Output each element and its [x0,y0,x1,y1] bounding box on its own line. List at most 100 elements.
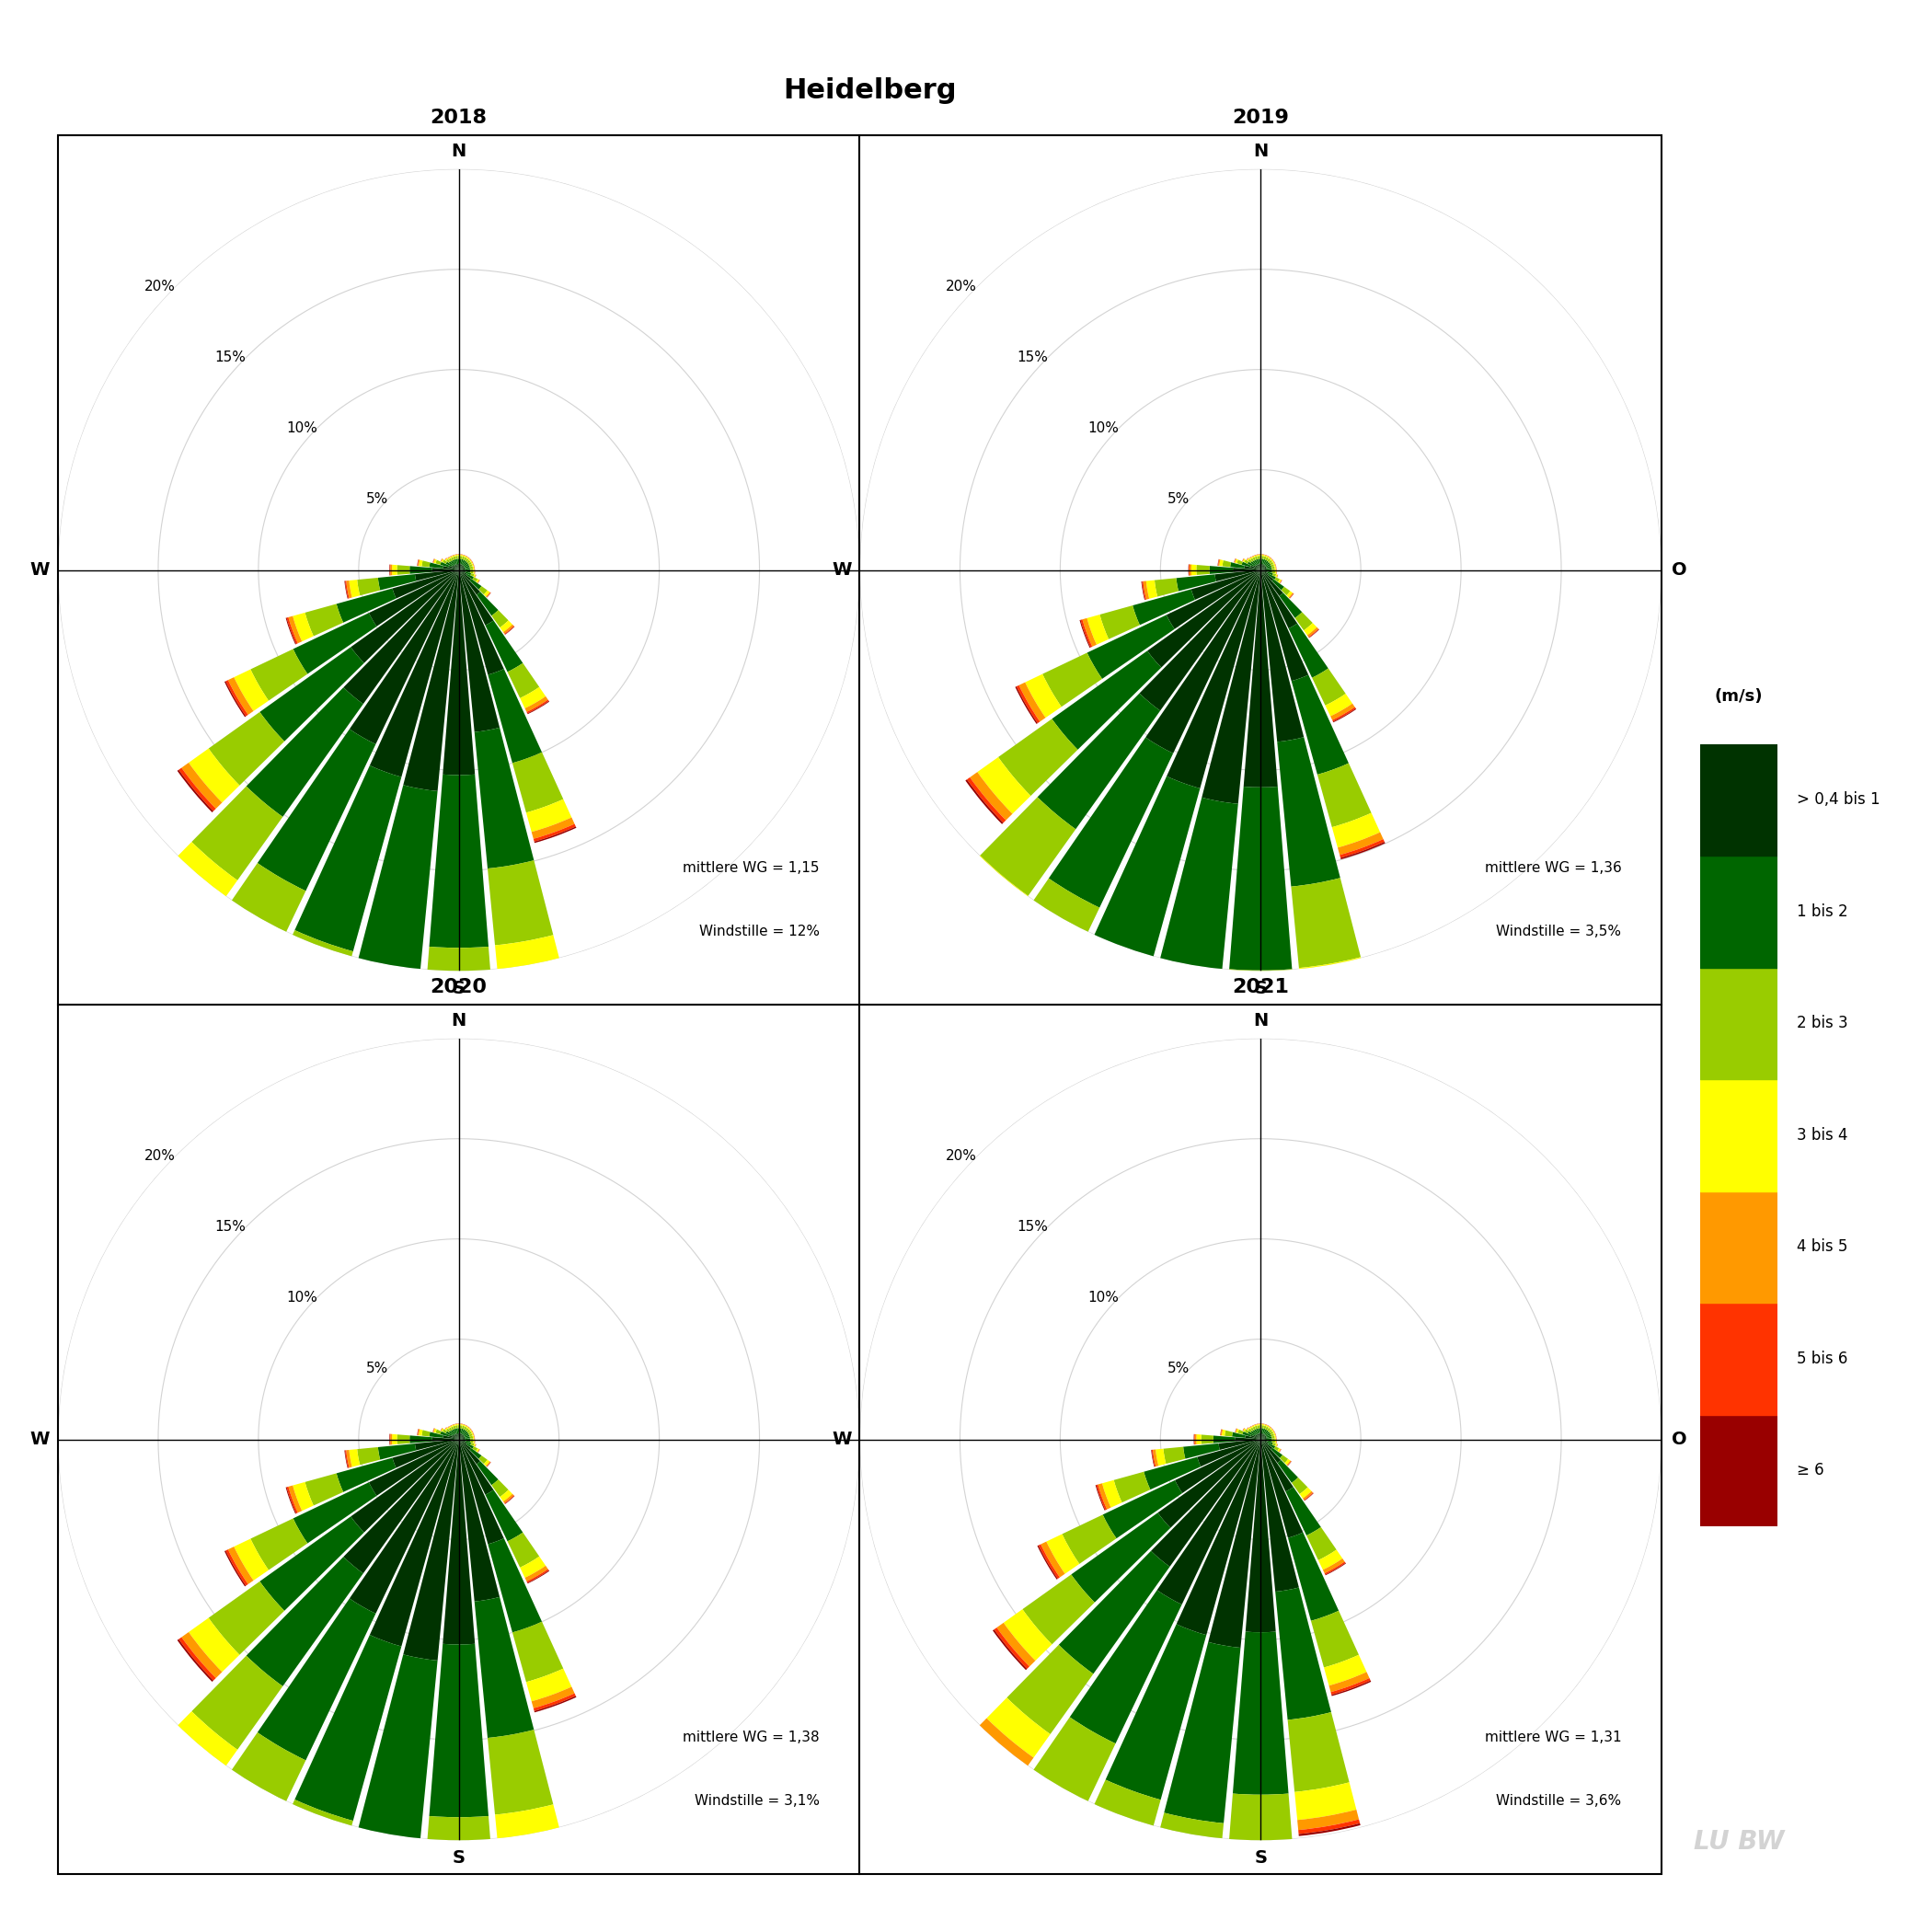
Bar [1289,593,1294,599]
Bar [1063,1515,1117,1563]
Bar [498,980,564,993]
Bar [462,556,466,560]
Bar [1269,1430,1271,1434]
Bar [417,1430,419,1435]
Bar [1026,1047,1121,1117]
Bar [346,582,350,599]
Text: Windstille = 3,6%: Windstille = 3,6% [1495,1795,1621,1808]
Bar [1250,566,1260,570]
Bar [1051,1866,1134,1928]
Bar [305,605,344,636]
Bar [1037,1546,1057,1580]
Bar [1235,1437,1260,1441]
Bar [464,1434,469,1437]
Bar [1312,1611,1358,1667]
Bar [1337,833,1383,856]
Bar [442,1430,446,1434]
Bar [460,556,462,558]
Bar [1267,568,1271,570]
Bar [392,1434,398,1445]
Bar [1269,1432,1273,1434]
Bar [1271,558,1273,562]
Bar [504,626,514,634]
Bar [1264,560,1267,564]
Bar [1260,1439,1267,1441]
Bar [294,1482,313,1511]
Bar [433,558,435,562]
Bar [1294,612,1312,630]
Bar [1113,1472,1150,1503]
Bar [286,1486,298,1513]
Bar [369,1439,460,1495]
Bar [1294,1783,1356,1820]
Text: LU BW: LU BW [1694,1830,1783,1855]
Bar [305,1474,344,1505]
Bar [1252,1426,1256,1430]
Bar [468,560,469,564]
Bar [464,1426,468,1430]
Bar [1260,564,1264,570]
Bar [456,1434,460,1439]
Bar [456,564,460,570]
Bar [1271,1435,1275,1437]
Bar [466,1426,468,1428]
Bar [1177,1439,1260,1634]
Bar [454,558,458,564]
Bar [160,1741,214,1787]
Bar [456,1426,458,1428]
Bar [458,1439,504,1544]
Bar [458,1434,462,1439]
Bar [487,1463,491,1466]
Bar [440,1428,444,1432]
Bar [477,580,479,583]
Bar [1271,580,1285,589]
Bar [178,767,216,811]
Bar [469,1441,473,1443]
Bar [468,1432,471,1434]
Bar [1285,1488,1321,1536]
Bar [466,1437,469,1439]
Bar [1192,570,1260,599]
Bar [1244,1430,1248,1434]
Bar [1223,560,1231,566]
Bar [429,775,489,949]
Bar [1302,999,1374,1016]
Bar [1323,1559,1345,1573]
Bar [1192,564,1196,576]
Bar [1267,570,1273,574]
Bar [1289,593,1293,599]
Bar [1260,570,1273,582]
Bar [1049,738,1173,908]
Bar [1070,1590,1182,1743]
Bar [1254,560,1258,564]
Text: 5%: 5% [1167,1362,1190,1376]
Bar [1260,1439,1269,1445]
Bar [477,580,479,583]
Bar [182,1633,222,1679]
Bar [448,1426,450,1430]
Bar [1182,1443,1219,1459]
Bar [1045,1901,1124,1932]
Bar [160,871,214,918]
Bar [951,879,1010,931]
Bar [433,1428,435,1432]
Bar [369,1439,460,1646]
Bar [1312,668,1347,705]
Bar [995,879,1099,995]
Bar [1302,1492,1314,1499]
Bar [448,1428,452,1432]
Bar [224,682,245,717]
Bar [460,1428,462,1434]
Bar [1271,1437,1275,1441]
Bar [1325,1563,1347,1575]
Bar [448,1432,454,1435]
Bar [469,566,473,568]
Bar [1281,580,1283,583]
Bar [1260,570,1283,597]
Bar [533,827,576,842]
Bar [462,560,468,566]
Bar [1254,1430,1258,1434]
Bar [410,566,433,574]
Bar [487,593,491,597]
Bar [458,568,466,570]
